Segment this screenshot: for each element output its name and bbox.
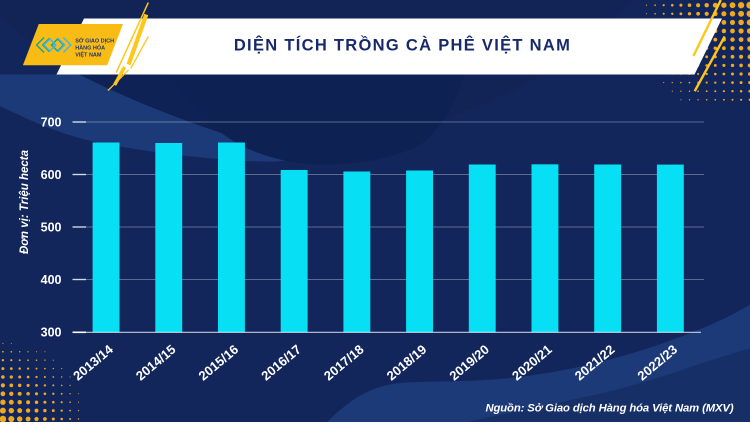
svg-text:Nguồn: Sở Giao dịch Hàng hóa V: Nguồn: Sở Giao dịch Hàng hóa Việt Nam (M… — [485, 403, 733, 415]
svg-text:400: 400 — [41, 273, 62, 287]
svg-text:500: 500 — [41, 220, 62, 234]
svg-text:SỞ GIAO DỊCH: SỞ GIAO DỊCH — [75, 37, 114, 44]
svg-text:Đơn vị: Triệu hecta: Đơn vị: Triệu hecta — [19, 149, 31, 254]
svg-text:DIỆN TÍCH TRỒNG CÀ PHÊ VIỆT NA: DIỆN TÍCH TRỒNG CÀ PHÊ VIỆT NAM — [234, 36, 571, 55]
svg-text:300: 300 — [41, 325, 62, 339]
svg-text:700: 700 — [41, 115, 62, 129]
svg-text:600: 600 — [41, 168, 62, 182]
svg-text:HÀNG HÓA: HÀNG HÓA — [75, 43, 105, 51]
svg-text:VIỆT NAM: VIỆT NAM — [75, 50, 102, 58]
